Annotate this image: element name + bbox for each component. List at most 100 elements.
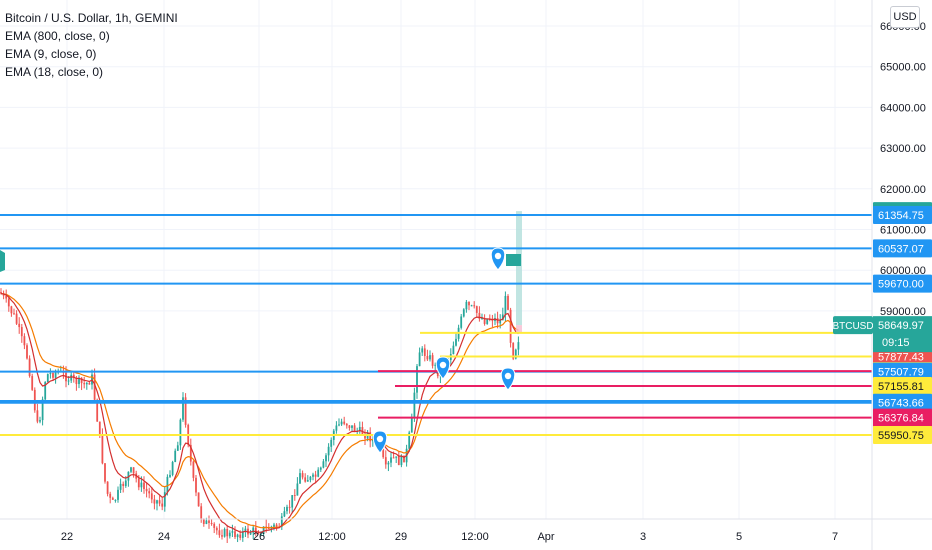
candle-body [176, 445, 179, 451]
candle-body [478, 312, 481, 319]
candle-body [369, 432, 372, 442]
candle-body [130, 467, 132, 472]
candle-body [455, 338, 457, 346]
projection-down-box [516, 325, 522, 333]
markers-layer[interactable] [0, 247, 521, 454]
candle-body [397, 456, 400, 466]
candle-body [470, 305, 473, 307]
candle-body [345, 423, 348, 426]
candle-body [208, 520, 210, 523]
time-axis[interactable]: 22 24 26 12:00 29 12:00 Apr 3 5 7 [61, 531, 838, 543]
candle-body [106, 481, 109, 494]
candle-body [98, 421, 101, 435]
time-tick-label: 24 [158, 531, 170, 543]
candle-body [423, 348, 426, 356]
candle-body [301, 473, 304, 478]
candle-body [153, 499, 156, 504]
ema-18-label[interactable]: EMA (18, close, 0) [5, 65, 104, 79]
candle-body [288, 506, 291, 508]
candle-body [184, 397, 187, 425]
candle-body [122, 483, 125, 486]
current-price-text: 58649.97 [878, 320, 924, 332]
candle-body [317, 469, 320, 477]
candle-body [431, 355, 434, 366]
time-tick-label: 22 [61, 531, 73, 543]
candle-body [462, 309, 465, 317]
candle-body [26, 345, 28, 359]
price-tick-label: 59000.00 [880, 306, 926, 318]
candle-body [358, 427, 361, 431]
candle-body [241, 531, 244, 538]
price-axis-tag-text: 57507.79 [878, 367, 924, 379]
candle-body [486, 319, 489, 324]
candle-body [275, 524, 278, 527]
candle-body [371, 438, 374, 442]
candle-body [325, 455, 327, 462]
flag-icon[interactable] [506, 254, 521, 266]
flag-icon[interactable] [0, 250, 5, 272]
candle-body [353, 425, 356, 432]
ema-800-label[interactable]: EMA (800, close, 0) [5, 29, 110, 43]
candle-body [46, 374, 49, 383]
candle-body [293, 495, 296, 497]
price-tick-label: 64000.00 [880, 102, 926, 114]
price-axis-tag: 57155.81 [873, 376, 932, 395]
candle-body [215, 527, 218, 531]
candle-body [140, 482, 143, 488]
pin-marker-icon[interactable] [500, 367, 516, 391]
price-axis-tag: 56743.66 [873, 393, 932, 412]
candle-body [88, 382, 91, 385]
candle-body [491, 319, 494, 322]
candle-body [210, 522, 213, 524]
projection-up-box [516, 211, 522, 326]
time-tick-label: Apr [537, 531, 554, 543]
candle-body [400, 455, 403, 466]
candle-body [452, 345, 455, 355]
candle-body [327, 446, 330, 456]
price-axis-tag-text: 61354.75 [878, 210, 924, 222]
candle-body [252, 527, 255, 533]
candle-body [202, 518, 205, 524]
candle-body [314, 474, 317, 477]
candle-body [460, 316, 463, 328]
time-tick-label: 29 [395, 531, 407, 543]
candle-body [78, 377, 80, 385]
candle-body [15, 313, 18, 324]
candle-body [236, 534, 239, 538]
pin-marker-icon[interactable] [490, 247, 506, 271]
candle-body [70, 374, 73, 381]
candle-body [171, 462, 174, 475]
currency-button[interactable]: USD [890, 6, 920, 28]
price-axis-tag-text: 55950.75 [878, 430, 924, 442]
candle-body [83, 383, 86, 385]
candle-body [44, 382, 47, 400]
horizontal-lines-layer[interactable] [0, 214, 872, 437]
candle-body [2, 293, 5, 296]
pin-marker-icon[interactable] [372, 430, 388, 454]
candle-body [475, 306, 478, 313]
symbol-price-tag[interactable]: BTCUSD 58649.97 09:15 [832, 316, 932, 353]
candle-body [119, 483, 122, 490]
price-axis-tag-text: 57155.81 [878, 381, 924, 393]
symbol-title[interactable]: Bitcoin / U.S. Dollar, 1h, GEMINI [5, 11, 178, 25]
time-tick-label: 3 [640, 531, 646, 543]
candle-body [67, 380, 70, 382]
candle-body [174, 450, 177, 463]
price-tick-label: 65000.00 [880, 62, 926, 74]
ema-9-label[interactable]: EMA (9, close, 0) [5, 47, 97, 61]
pin-marker-icon[interactable] [435, 356, 451, 380]
candle-body [312, 474, 314, 477]
candle-body [20, 327, 23, 337]
candle-body [10, 306, 13, 314]
candle-body [161, 503, 164, 507]
candle-body [104, 463, 106, 482]
candle-body [54, 372, 57, 378]
price-tick-label: 61000.00 [880, 225, 926, 237]
candle-body [390, 457, 392, 463]
candle-body [166, 476, 169, 493]
candle-body [392, 457, 395, 459]
candle-body [223, 528, 226, 537]
candle-body [387, 462, 390, 465]
price-tick-label: 62000.00 [880, 184, 926, 196]
